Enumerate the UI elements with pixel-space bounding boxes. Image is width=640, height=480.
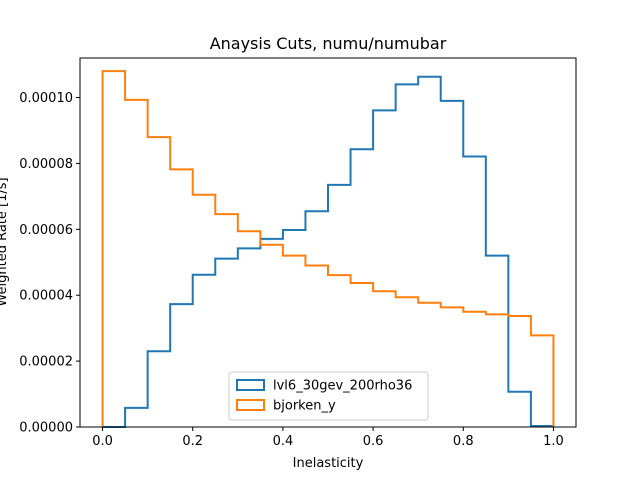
y-tick-label: 0.00010 [19, 91, 73, 106]
y-axis: 0.00000 0.00002 0.00004 0.00006 0.00008 0.000… [19, 91, 80, 436]
x-axis: 0.0 0.2 0.4 0.6 0.8 1.0 [92, 427, 564, 449]
legend-label-1: bjorken_y [273, 399, 336, 414]
series-layer [101, 70, 555, 428]
chart-title: Anaysis Cuts, numu/numubar [210, 34, 447, 53]
x-tick-label: 0.4 [273, 434, 294, 449]
x-tick-label: 0.8 [453, 434, 474, 449]
x-axis-label: Inelasticity [293, 456, 364, 471]
y-tick-label: 0.00008 [19, 157, 73, 172]
legend-swatch-0 [236, 379, 265, 391]
x-tick-label: 0.2 [182, 434, 203, 449]
y-tick-label: 0.00006 [19, 223, 73, 238]
x-tick-label: 0.0 [92, 434, 113, 449]
y-tick-label: 0.00004 [19, 289, 73, 304]
legend: lvl6_30gev_200rho36 bjorken_y [228, 371, 429, 421]
plot-frame [79, 57, 577, 428]
legend-box [228, 371, 429, 421]
y-axis-label: Weighted Rate [1/s] [0, 177, 10, 306]
y-tick-label: 0.00002 [19, 355, 73, 370]
series-line-0 [102, 75, 555, 428]
series-line-1 [101, 70, 555, 427]
x-tick-label: 1.0 [543, 434, 564, 449]
legend-label-0: lvl6_30gev_200rho36 [273, 379, 412, 394]
x-tick-label: 0.6 [363, 434, 384, 449]
legend-swatch-1 [236, 399, 265, 411]
y-tick-label: 0.00000 [19, 421, 73, 436]
